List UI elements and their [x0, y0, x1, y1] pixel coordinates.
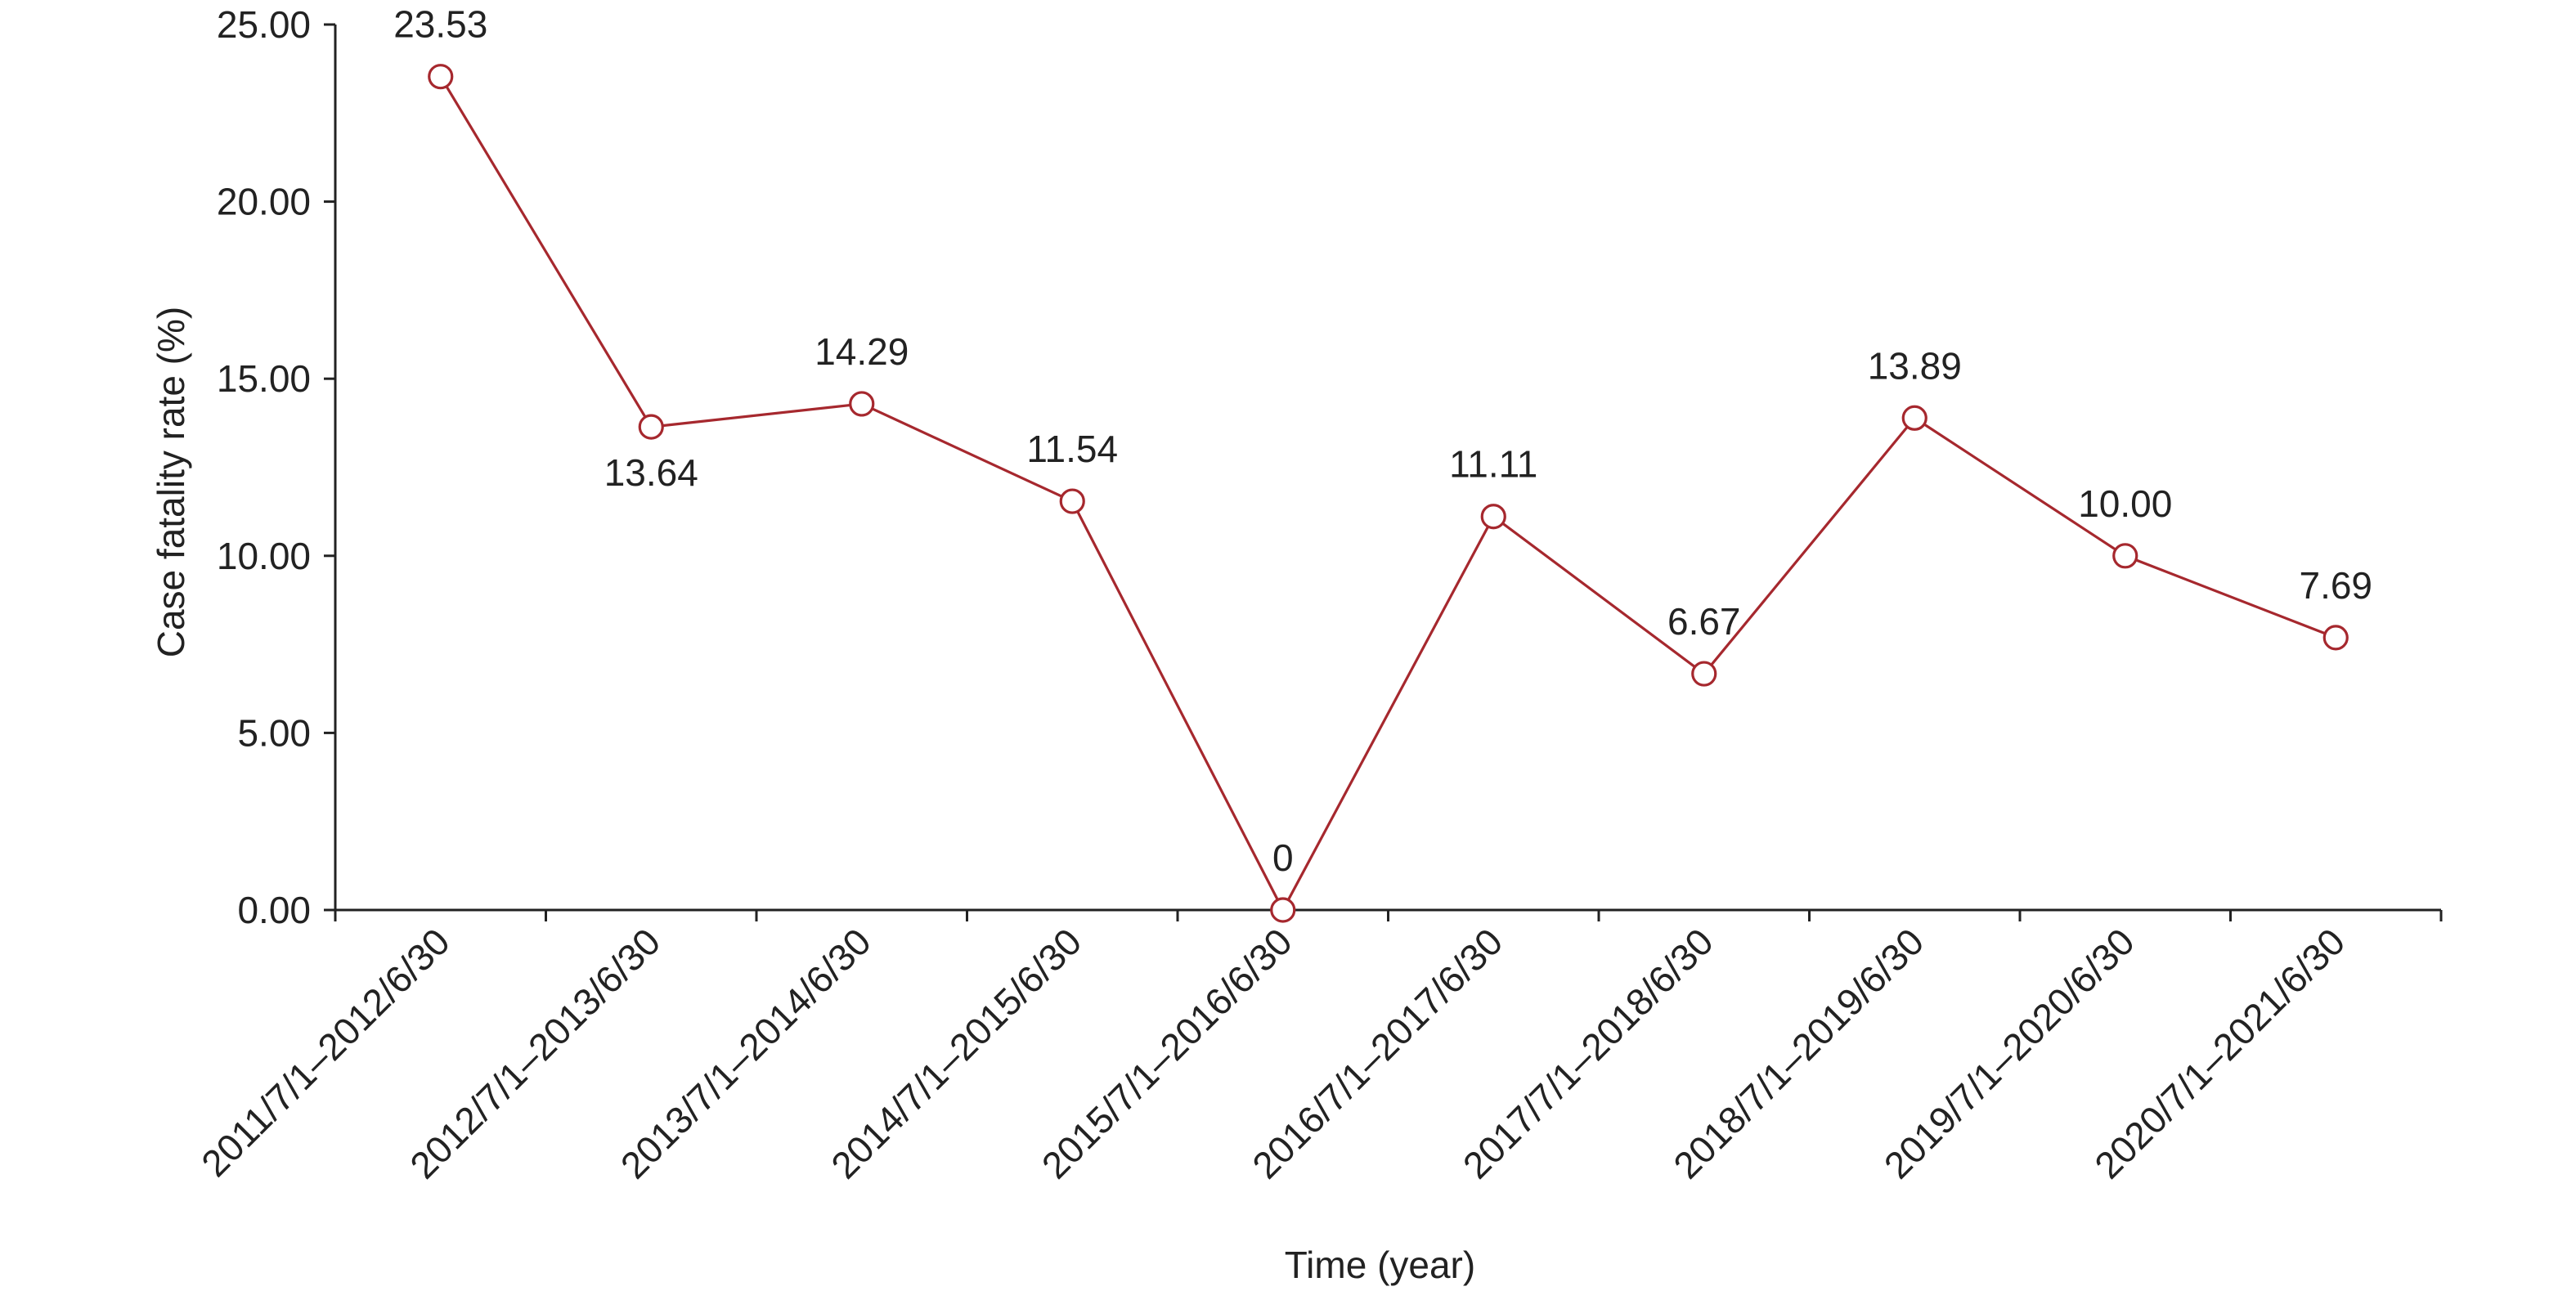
series-layer: 23.53 13.64 14.29 11.54 0 11.11 6.67 13.89 10.00…	[393, 3, 2372, 923]
y-axis: 0.00 5.00 10.00 15.00 20.00 25.00	[217, 3, 337, 931]
data-point	[1901, 405, 1928, 431]
y-tick-label: 0.00	[237, 889, 311, 931]
data-label: 0	[1272, 836, 1294, 879]
y-tick-label: 25.00	[217, 3, 311, 46]
data-label: 13.64	[604, 451, 698, 494]
data-label: 10.00	[2078, 482, 2172, 525]
series-line	[439, 75, 2336, 913]
data-label: 6.67	[1667, 600, 1741, 643]
data-point	[638, 414, 664, 440]
y-tick-label: 10.00	[217, 535, 311, 577]
data-point	[2112, 543, 2138, 569]
y-tick-label: 15.00	[217, 357, 311, 400]
data-point	[1691, 661, 1717, 687]
x-axis-title: Time (year)	[1285, 1244, 1475, 1286]
data-point	[1480, 504, 1506, 530]
data-label: 7.69	[2299, 564, 2372, 607]
y-axis-title: Case fatality rate (%)	[150, 307, 192, 657]
y-tick-label: 20.00	[217, 181, 311, 223]
data-point	[2322, 625, 2349, 651]
data-label: 11.54	[1026, 428, 1118, 470]
x-axis: 2011/7/1–2012/6/302012/7/1–2013/6/302013…	[193, 908, 2443, 1186]
data-point	[1270, 897, 1296, 923]
data-point	[428, 64, 454, 90]
data-point	[1059, 488, 1085, 514]
data-label: 14.29	[815, 330, 909, 373]
data-label: 13.89	[1868, 344, 1962, 387]
data-label: 11.11	[1449, 443, 1537, 486]
y-tick-label: 5.00	[237, 711, 311, 754]
data-label: 23.53	[393, 3, 487, 46]
data-point	[849, 391, 875, 417]
